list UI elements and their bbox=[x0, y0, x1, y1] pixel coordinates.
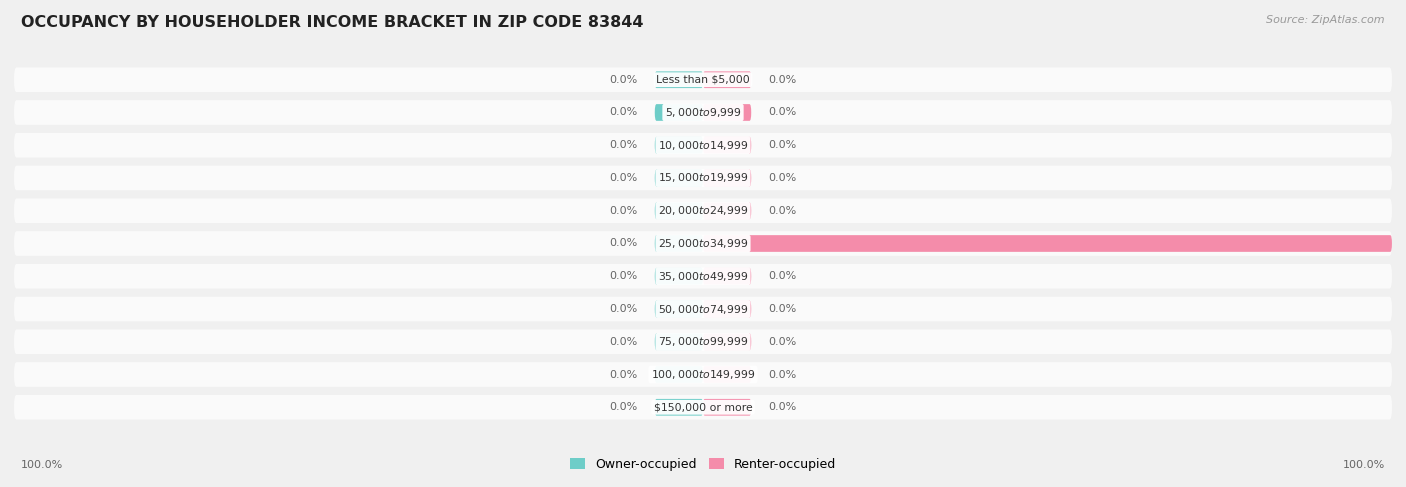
FancyBboxPatch shape bbox=[703, 268, 751, 284]
FancyBboxPatch shape bbox=[14, 297, 1392, 321]
FancyBboxPatch shape bbox=[655, 203, 703, 219]
Text: $150,000 or more: $150,000 or more bbox=[654, 402, 752, 412]
FancyBboxPatch shape bbox=[703, 203, 751, 219]
Text: 0.0%: 0.0% bbox=[769, 402, 797, 412]
Text: 100.0%: 100.0% bbox=[1343, 460, 1385, 470]
Legend: Owner-occupied, Renter-occupied: Owner-occupied, Renter-occupied bbox=[565, 453, 841, 476]
FancyBboxPatch shape bbox=[14, 264, 1392, 288]
Text: 100.0%: 100.0% bbox=[21, 460, 63, 470]
Text: 0.0%: 0.0% bbox=[769, 173, 797, 183]
FancyBboxPatch shape bbox=[14, 395, 1392, 420]
FancyBboxPatch shape bbox=[655, 366, 703, 383]
Text: 0.0%: 0.0% bbox=[609, 108, 637, 117]
FancyBboxPatch shape bbox=[655, 268, 703, 284]
Text: 0.0%: 0.0% bbox=[609, 75, 637, 85]
FancyBboxPatch shape bbox=[655, 104, 703, 121]
Text: 0.0%: 0.0% bbox=[609, 173, 637, 183]
Text: 0.0%: 0.0% bbox=[609, 402, 637, 412]
Text: 0.0%: 0.0% bbox=[769, 370, 797, 379]
Text: 0.0%: 0.0% bbox=[609, 337, 637, 347]
FancyBboxPatch shape bbox=[655, 169, 703, 187]
FancyBboxPatch shape bbox=[14, 133, 1392, 157]
Text: 0.0%: 0.0% bbox=[609, 271, 637, 281]
Text: 0.0%: 0.0% bbox=[609, 370, 637, 379]
FancyBboxPatch shape bbox=[703, 137, 751, 153]
FancyBboxPatch shape bbox=[703, 366, 751, 383]
FancyBboxPatch shape bbox=[655, 334, 703, 350]
Text: $15,000 to $19,999: $15,000 to $19,999 bbox=[658, 171, 748, 185]
Text: 0.0%: 0.0% bbox=[769, 206, 797, 216]
FancyBboxPatch shape bbox=[703, 104, 751, 121]
FancyBboxPatch shape bbox=[14, 231, 1392, 256]
Text: 0.0%: 0.0% bbox=[769, 140, 797, 150]
Text: 0.0%: 0.0% bbox=[609, 239, 637, 248]
Text: $25,000 to $34,999: $25,000 to $34,999 bbox=[658, 237, 748, 250]
Text: 0.0%: 0.0% bbox=[609, 304, 637, 314]
FancyBboxPatch shape bbox=[14, 362, 1392, 387]
FancyBboxPatch shape bbox=[703, 334, 751, 350]
Text: 0.0%: 0.0% bbox=[769, 108, 797, 117]
Text: $35,000 to $49,999: $35,000 to $49,999 bbox=[658, 270, 748, 283]
Text: 0.0%: 0.0% bbox=[609, 206, 637, 216]
FancyBboxPatch shape bbox=[14, 166, 1392, 190]
FancyBboxPatch shape bbox=[703, 169, 751, 187]
FancyBboxPatch shape bbox=[655, 399, 703, 415]
Text: 0.0%: 0.0% bbox=[769, 75, 797, 85]
FancyBboxPatch shape bbox=[14, 100, 1392, 125]
Text: $10,000 to $14,999: $10,000 to $14,999 bbox=[658, 139, 748, 152]
Text: OCCUPANCY BY HOUSEHOLDER INCOME BRACKET IN ZIP CODE 83844: OCCUPANCY BY HOUSEHOLDER INCOME BRACKET … bbox=[21, 15, 644, 30]
Text: $75,000 to $99,999: $75,000 to $99,999 bbox=[658, 335, 748, 348]
FancyBboxPatch shape bbox=[655, 300, 703, 318]
Text: Source: ZipAtlas.com: Source: ZipAtlas.com bbox=[1267, 15, 1385, 25]
FancyBboxPatch shape bbox=[655, 137, 703, 153]
FancyBboxPatch shape bbox=[14, 67, 1392, 92]
FancyBboxPatch shape bbox=[14, 330, 1392, 354]
FancyBboxPatch shape bbox=[703, 235, 1392, 252]
Text: 0.0%: 0.0% bbox=[769, 271, 797, 281]
FancyBboxPatch shape bbox=[14, 199, 1392, 223]
Text: Less than $5,000: Less than $5,000 bbox=[657, 75, 749, 85]
Text: $100,000 to $149,999: $100,000 to $149,999 bbox=[651, 368, 755, 381]
Text: 0.0%: 0.0% bbox=[769, 337, 797, 347]
Text: $5,000 to $9,999: $5,000 to $9,999 bbox=[665, 106, 741, 119]
FancyBboxPatch shape bbox=[655, 72, 703, 88]
Text: 0.0%: 0.0% bbox=[609, 140, 637, 150]
Text: $50,000 to $74,999: $50,000 to $74,999 bbox=[658, 302, 748, 316]
FancyBboxPatch shape bbox=[703, 300, 751, 318]
Text: 0.0%: 0.0% bbox=[769, 304, 797, 314]
FancyBboxPatch shape bbox=[703, 72, 751, 88]
FancyBboxPatch shape bbox=[655, 235, 703, 252]
Text: $20,000 to $24,999: $20,000 to $24,999 bbox=[658, 204, 748, 217]
FancyBboxPatch shape bbox=[703, 399, 751, 415]
